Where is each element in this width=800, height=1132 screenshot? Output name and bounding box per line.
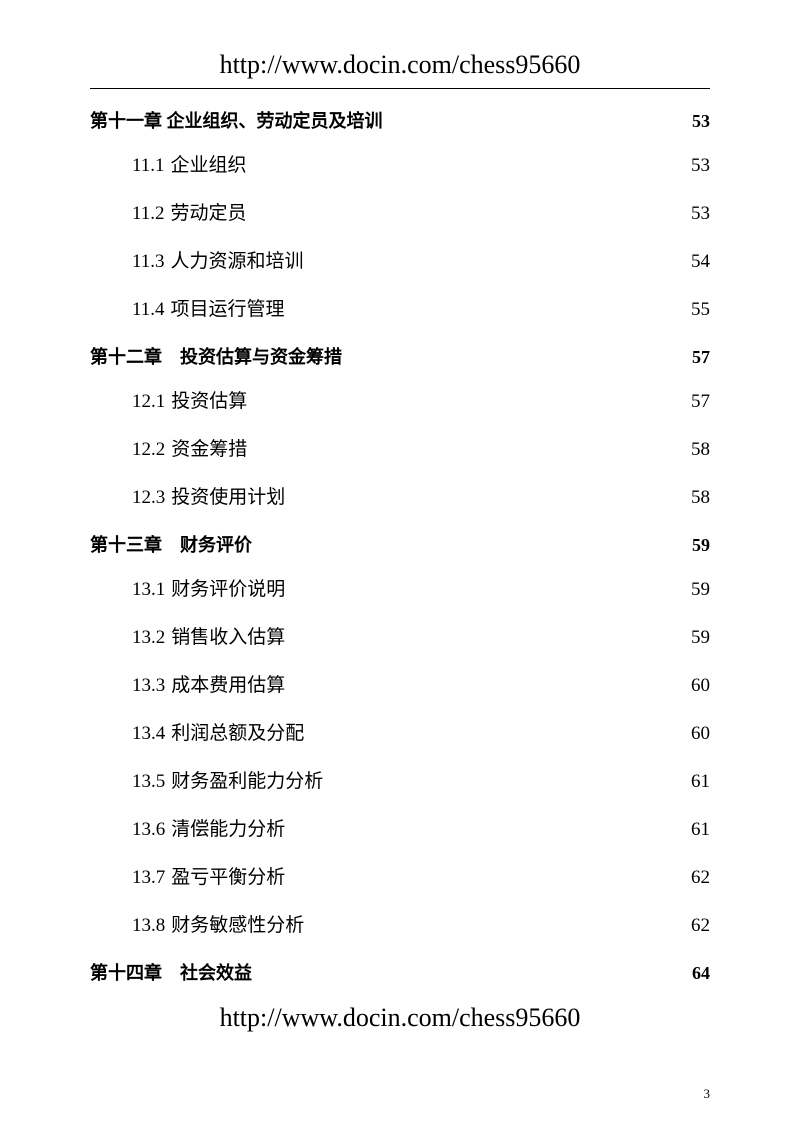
toc-section: 13.8财务敏感性分析 62: [132, 907, 710, 945]
toc-entry-label: 第十四章 社会效益: [90, 959, 252, 985]
toc-entry-page: 62: [691, 859, 710, 897]
toc-entry-label: 第十二章 投资估算与资金筹措: [90, 343, 342, 369]
toc-entry-number: 13.8: [132, 907, 165, 945]
toc-chapter: 第十一章 企业组织、劳动定员及培训 53: [90, 107, 710, 133]
toc-entry-page: 59: [691, 571, 710, 609]
table-of-contents: 第十一章 企业组织、劳动定员及培训 5311.1企业组织 5311.2劳动定员 …: [90, 107, 710, 985]
toc-section: 11.2劳动定员 53: [132, 195, 710, 233]
header-rule: [90, 88, 710, 89]
toc-entry-number: 12.3: [132, 479, 165, 517]
toc-entry-number: 12.2: [132, 431, 165, 469]
toc-entry-number: 13.6: [132, 811, 165, 849]
toc-entry-page: 61: [691, 763, 710, 801]
toc-entry-page: 54: [691, 243, 710, 281]
footer-url: http://www.docin.com/chess95660: [90, 1003, 710, 1033]
toc-entry-number: 13.3: [132, 667, 165, 705]
toc-chapter: 第十四章 社会效益 64: [90, 959, 710, 985]
toc-entry-label: 财务评价说明: [171, 571, 285, 609]
toc-section: 11.1企业组织 53: [132, 147, 710, 185]
toc-entry-number: 11.4: [132, 291, 165, 329]
toc-section: 13.7盈亏平衡分析 62: [132, 859, 710, 897]
toc-entry-page: 57: [692, 347, 710, 368]
toc-entry-label: 财务盈利能力分析: [171, 763, 323, 801]
toc-entry-page: 53: [691, 147, 710, 185]
header-url: http://www.docin.com/chess95660: [90, 50, 710, 80]
toc-entry-page: 64: [692, 963, 710, 984]
toc-entry-label: 第十一章 企业组织、劳动定员及培训: [90, 107, 383, 133]
toc-entry-page: 55: [691, 291, 710, 329]
toc-entry-number: 13.5: [132, 763, 165, 801]
toc-entry-label: 利润总额及分配: [171, 715, 304, 753]
toc-entry-page: 62: [691, 907, 710, 945]
toc-chapter: 第十二章 投资估算与资金筹措 57: [90, 343, 710, 369]
toc-entry-page: 60: [691, 667, 710, 705]
toc-chapter: 第十三章 财务评价 59: [90, 531, 710, 557]
toc-entry-page: 58: [691, 479, 710, 517]
toc-entry-number: 12.1: [132, 383, 165, 421]
toc-section: 12.1投资估算 57: [132, 383, 710, 421]
toc-section: 11.4项目运行管理 55: [132, 291, 710, 329]
toc-section: 12.2资金筹措 58: [132, 431, 710, 469]
toc-section: 13.5财务盈利能力分析 61: [132, 763, 710, 801]
toc-entry-number: 13.1: [132, 571, 165, 609]
toc-entry-label: 财务敏感性分析: [171, 907, 304, 945]
toc-entry-page: 53: [692, 111, 710, 132]
toc-entry-number: 11.2: [132, 195, 165, 233]
toc-entry-number: 13.7: [132, 859, 165, 897]
toc-entry-label: 劳动定员: [171, 195, 247, 233]
toc-section: 13.4利润总额及分配 60: [132, 715, 710, 753]
page-number: 3: [704, 1086, 711, 1102]
toc-entry-page: 53: [691, 195, 710, 233]
toc-section: 13.3成本费用估算 60: [132, 667, 710, 705]
toc-section: 11.3人力资源和培训 54: [132, 243, 710, 281]
toc-section: 12.3投资使用计划 58: [132, 479, 710, 517]
toc-entry-number: 11.3: [132, 243, 165, 281]
toc-entry-page: 58: [691, 431, 710, 469]
toc-section: 13.1财务评价说明 59: [132, 571, 710, 609]
toc-entry-label: 人力资源和培训: [171, 243, 304, 281]
toc-section: 13.2销售收入估算 59: [132, 619, 710, 657]
toc-entry-label: 投资使用计划: [171, 479, 285, 517]
toc-entry-number: 13.2: [132, 619, 165, 657]
toc-entry-label: 项目运行管理: [171, 291, 285, 329]
toc-entry-label: 企业组织: [171, 147, 247, 185]
toc-entry-page: 59: [691, 619, 710, 657]
toc-entry-page: 61: [691, 811, 710, 849]
toc-entry-label: 盈亏平衡分析: [171, 859, 285, 897]
toc-entry-page: 60: [691, 715, 710, 753]
toc-entry-page: 59: [692, 535, 710, 556]
toc-entry-label: 资金筹措: [171, 431, 247, 469]
toc-entry-label: 销售收入估算: [171, 619, 285, 657]
toc-entry-label: 第十三章 财务评价: [90, 531, 252, 557]
toc-entry-number: 13.4: [132, 715, 165, 753]
toc-entry-number: 11.1: [132, 147, 165, 185]
toc-section: 13.6清偿能力分析 61: [132, 811, 710, 849]
toc-entry-label: 投资估算: [171, 383, 247, 421]
toc-entry-label: 成本费用估算: [171, 667, 285, 705]
toc-entry-label: 清偿能力分析: [171, 811, 285, 849]
toc-entry-page: 57: [691, 383, 710, 421]
